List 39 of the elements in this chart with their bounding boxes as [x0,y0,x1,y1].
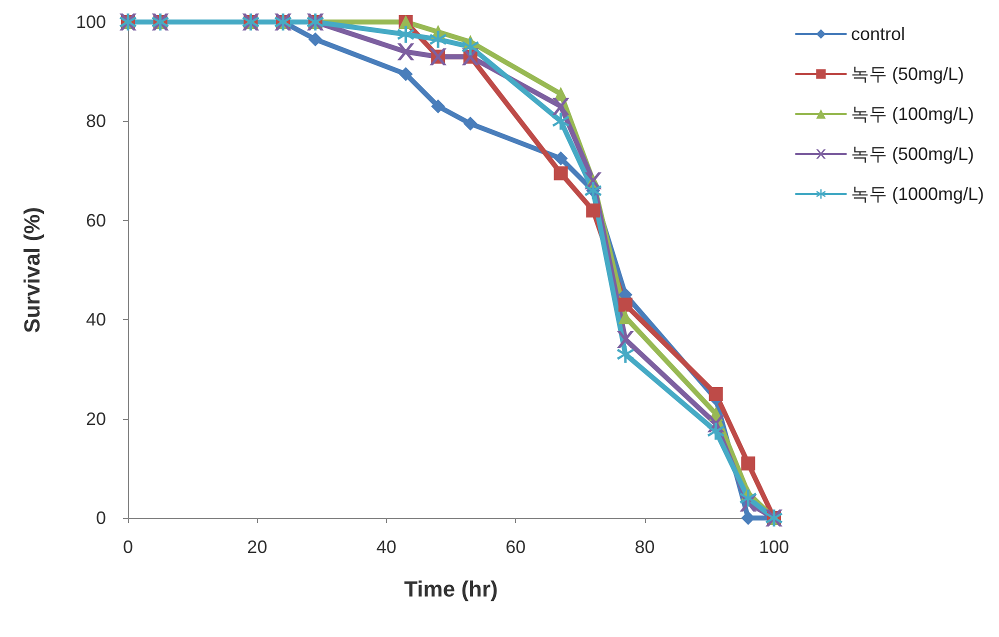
point [586,203,600,218]
y-tick-label: 80 [86,111,106,132]
y-tick-label: 60 [86,210,106,230]
point [430,30,447,48]
y-tick-label: 100 [76,12,106,32]
point [740,490,757,507]
point [552,112,570,130]
point [554,151,568,166]
point [397,26,414,43]
point [708,387,723,401]
point [616,330,634,348]
point [308,32,322,46]
x-tick-label: 40 [376,537,396,557]
x-tick-label: 60 [506,537,526,557]
legend-label: 녹두 (500mg/L) [850,144,974,164]
x-axis-title: Time (hr) [404,576,498,602]
point [616,346,634,363]
point [552,98,570,115]
y-tick-label: 20 [86,408,106,429]
point [398,67,413,82]
point [618,298,632,312]
x-tick-label: 80 [634,537,655,557]
point [741,456,756,470]
point [707,422,724,440]
point [462,38,479,56]
y-axis-title: Survival (%) [20,207,44,333]
point [397,43,414,60]
legend-label: 녹두 (50mg/L) [850,64,964,84]
point [463,116,478,131]
y-tick-label: 0 [96,508,106,528]
point [554,166,568,180]
legend-label: 녹두 (100mg/L) [850,104,974,124]
x-tick-label: 100 [758,537,790,557]
y-tick-label: 40 [86,310,106,330]
point [431,99,446,114]
x-tick-label: 0 [122,537,134,557]
legend-label: 녹두 (1000mg/L) [850,184,984,204]
legend-label: control [850,24,905,44]
x-tick-label: 20 [247,537,268,557]
